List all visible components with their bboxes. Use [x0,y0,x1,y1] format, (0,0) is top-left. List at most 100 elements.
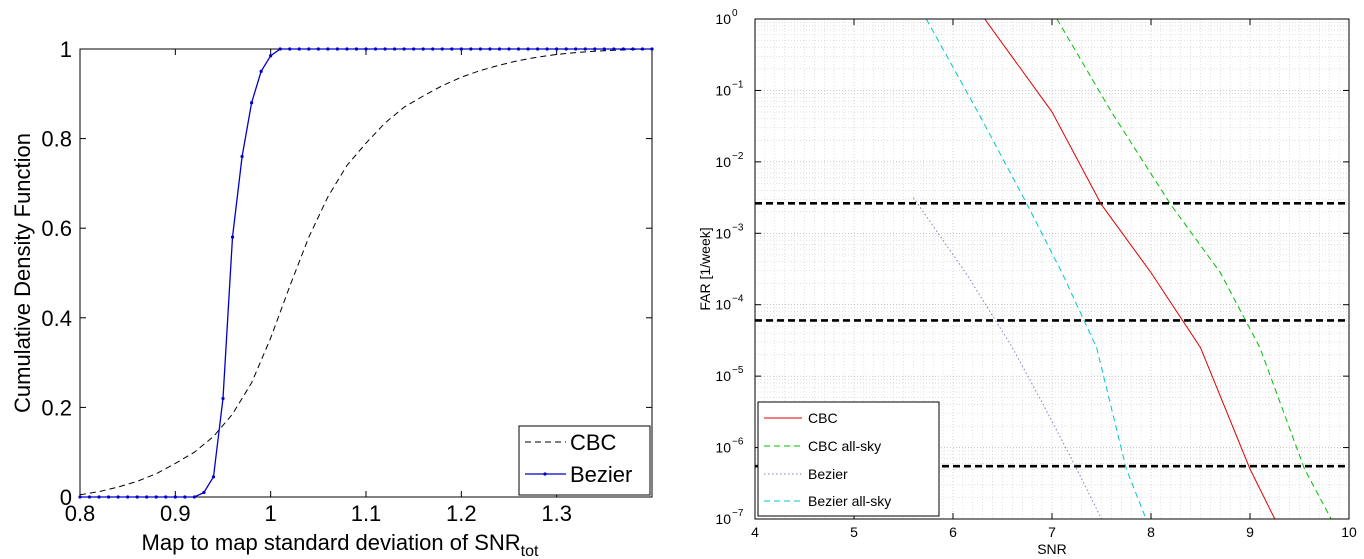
right-ytick-exponent: −3 [732,222,744,233]
right-xtick-label: 4 [751,524,759,540]
right-ytick-exponent: −1 [732,79,744,90]
right-ytick-label: 10 [715,297,731,313]
left-series-bezier-point [612,47,616,51]
left-series-bezier-point [545,47,549,51]
left-series-bezier-point [364,47,368,51]
left-xtick-label: 1 [265,501,277,526]
left-series-bezier-point [250,101,254,105]
left-ytick-label: 0 [60,485,72,510]
left-series-bezier-point [335,47,339,51]
left-series-bezier-point [459,47,463,51]
left-series-bezier-point [602,47,606,51]
left-series-bezier-point [488,47,492,51]
left-series-bezier-point [564,47,568,51]
right-ytick-label: 10 [715,225,731,241]
left-series-bezier-point [164,495,168,499]
right-series-bezier-line [912,197,1102,519]
right-legend-label-cbc: CBC [808,410,838,426]
left-series-bezier-point [431,47,435,51]
right-grid [754,19,1350,520]
left-series-bezier-point [650,47,654,51]
left-series-bezier-point [412,47,416,51]
left-series-bezier-point [469,47,473,51]
left-series-bezier-point [555,47,559,51]
left-ytick-label: 1 [60,37,72,62]
left-series-bezier-point [307,47,311,51]
right-ytick-exponent: −5 [732,365,744,376]
right-x-axis-label: SNR [1037,541,1067,557]
left-series-bezier-point [288,47,292,51]
left-legend-label-cbc: CBC [570,430,617,455]
left-series-bezier-point [478,47,482,51]
left-series-bezier-point [421,47,425,51]
left-series-bezier-point [135,495,139,499]
right-legend-label-cbc-all-sky: CBC all-sky [808,438,881,454]
left-series-group [78,47,654,499]
right-legend: CBC CBC all-sky Bezier Bezier all-sky [757,401,940,517]
left-series-bezier-point [269,54,273,58]
left-series-bezier-point [507,47,511,51]
right-ytick-exponent: −6 [732,437,744,448]
left-series-bezier-point [230,235,235,239]
left-series-bezier-point [87,495,92,499]
right-xtick-label: 8 [1147,524,1155,540]
left-series-bezier-point [211,475,216,479]
right-series-group [755,19,1349,519]
left-series-bezier-point [78,495,82,499]
left-series-bezier-point [240,154,244,159]
right-ytick-label: 10 [715,440,731,456]
right-y-axis-label: FAR [1/week] [697,227,713,310]
left-ytick-label: 0.4 [41,306,72,331]
left-series-bezier-point [402,47,406,51]
left-series-bezier-point [583,47,587,51]
left-series-bezier-point [173,495,177,499]
left-series-bezier-point [326,47,330,51]
left-series-bezier-point [183,495,187,499]
left-legend-marker-bezier [543,472,547,476]
left-series-bezier-point [450,47,454,51]
left-series-bezier-point [640,47,645,51]
left-series-bezier-point [116,495,120,499]
left-series-bezier-point [259,69,263,73]
left-x-axis-label: Map to map standard deviation of SNRtot [142,530,539,559]
left-series-bezier-point [221,396,225,401]
right-series-cbc-line [984,19,1276,519]
left-xtick-label: 1.3 [541,501,572,526]
left-series-bezier-point [373,47,378,51]
left-xtick-label: 0.9 [160,501,191,526]
right-ytick-label: 10 [715,511,731,527]
left-series-bezier-point [154,495,158,499]
right-ytick-label: 10 [715,154,731,170]
left-series-bezier-point [126,495,130,499]
right-xtick-label: 5 [850,524,858,540]
left-x-axis-label-sub: tot [521,543,539,559]
left-y-axis-label: Cumulative Density Function [10,133,35,413]
left-series-bezier-point [526,47,530,51]
left-xtick-label: 1.1 [351,501,382,526]
left-series-bezier-point [393,47,397,51]
right-ytick-exponent: −2 [732,151,744,162]
right-ytick-label: 10 [715,82,731,98]
left-series-bezier-point [316,47,320,51]
left-legend: CBC Bezier [518,425,651,496]
left-series-bezier-point [631,47,635,51]
right-xtick-label: 10 [1341,524,1357,540]
left-series-bezier-point [440,47,444,51]
left-ytick-label: 0.6 [41,216,72,241]
left-series-cbc-line [79,48,653,496]
left-series-bezier-point [145,495,149,499]
left-series-bezier-point [202,490,206,495]
left-series-bezier-point [536,47,540,51]
right-legend-box [757,401,940,517]
right-xtick-label: 9 [1246,524,1254,540]
right-legend-label-bezier: Bezier [808,466,848,482]
right-ytick-exponent: 0 [732,8,738,19]
left-xtick-label: 1.2 [446,501,477,526]
left-series-bezier-point [345,47,349,51]
left-ticks: 0.8 0.9 1 1.1 1.2 1.3 0 0.2 0.4 0.6 0.8 1 [41,37,652,526]
left-series-bezier-point [97,495,101,499]
left-series-bezier-point [593,47,597,51]
left-plot-area [79,48,653,498]
